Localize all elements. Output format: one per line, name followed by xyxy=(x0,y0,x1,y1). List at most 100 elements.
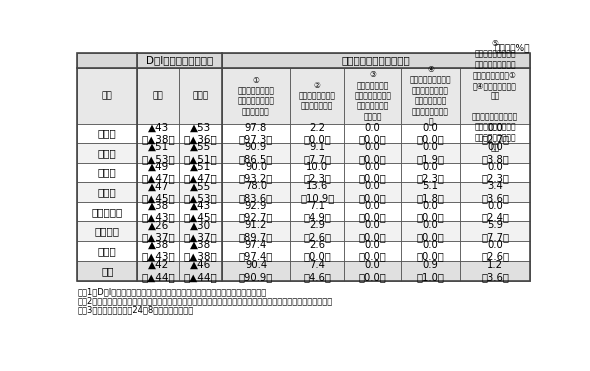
Bar xyxy=(290,202,344,221)
Text: 0.0
（0.0）: 0.0 （0.0） xyxy=(417,220,444,242)
Bar xyxy=(179,261,222,282)
Bar xyxy=(137,143,179,163)
Text: 92.9
（92.7）: 92.9 （92.7） xyxy=(239,201,273,223)
Text: 建設業: 建設業 xyxy=(98,187,117,197)
Text: ②
金融機関の融資態
度や融資条件等: ② 金融機関の融資態 度や融資条件等 xyxy=(299,81,336,111)
Bar xyxy=(222,221,290,241)
Text: ▲46
（▲44）: ▲46 （▲44） xyxy=(183,260,217,282)
Bar xyxy=(222,241,290,261)
Bar xyxy=(344,124,401,143)
Text: 0.0
（0.0）: 0.0 （0.0） xyxy=(359,142,386,164)
Text: 不動産業: 不動産業 xyxy=(95,226,120,236)
Text: 0.0
（0.0）: 0.0 （0.0） xyxy=(359,162,386,183)
Bar xyxy=(290,241,344,261)
Bar xyxy=(222,202,290,221)
Text: 0.0
（0.0）: 0.0 （0.0） xyxy=(417,123,444,144)
Bar xyxy=(222,53,530,68)
Bar xyxy=(222,183,290,202)
Bar xyxy=(179,221,222,241)
Text: ▲38
（▲43）: ▲38 （▲43） xyxy=(142,240,175,262)
Text: 5.1
（1.8）: 5.1 （1.8） xyxy=(417,181,444,203)
Text: 90.0
（93.2）: 90.0 （93.2） xyxy=(239,162,273,183)
Bar xyxy=(137,163,179,183)
Text: （注2）悪化の要因については、複数回答可としており、複数の回答の総計を分母とする割合として示している。: （注2）悪化の要因については、複数回答可としており、複数の回答の総計を分母とする… xyxy=(77,296,333,305)
Bar xyxy=(344,261,401,282)
Text: 卸売業: 卸売業 xyxy=(98,168,117,178)
Bar xyxy=(222,163,290,183)
Text: 3.4
（3.6）: 3.4 （3.6） xyxy=(481,181,509,203)
Bar xyxy=(137,183,179,202)
Text: 0.0
（0.0）: 0.0 （0.0） xyxy=(359,220,386,242)
Bar xyxy=(179,143,222,163)
Bar xyxy=(344,68,401,124)
Text: 0.0
（1.9）: 0.0 （1.9） xyxy=(417,142,445,164)
Text: 0.0
（0.0）: 0.0 （0.0） xyxy=(359,260,386,282)
Text: ▲55
（▲53）: ▲55 （▲53） xyxy=(183,181,217,203)
Bar xyxy=(290,221,344,241)
Text: 現状: 現状 xyxy=(153,91,163,100)
Bar xyxy=(344,183,401,202)
Bar xyxy=(460,143,530,163)
Text: 0.0
（0.0）: 0.0 （0.0） xyxy=(359,181,386,203)
Bar xyxy=(222,143,290,163)
Text: 0.0
（0.0）: 0.0 （0.0） xyxy=(417,240,444,262)
Text: 97.8
（97.3）: 97.8 （97.3） xyxy=(239,123,273,144)
Text: サービス業: サービス業 xyxy=(91,207,123,217)
Text: 90.9
（86.5）: 90.9 （86.5） xyxy=(239,142,273,164)
Bar xyxy=(222,68,290,124)
Text: ▲43
（▲38）: ▲43 （▲38） xyxy=(142,123,175,144)
Text: 7.4
（4.6）: 7.4 （4.6） xyxy=(303,260,331,282)
Bar xyxy=(401,241,460,261)
Text: 0.0
（0.0）: 0.0 （0.0） xyxy=(359,240,386,262)
Text: 先行き: 先行き xyxy=(192,91,209,100)
Bar xyxy=(179,68,222,124)
Text: ▲42
（▲44）: ▲42 （▲44） xyxy=(142,260,175,282)
Text: （単位：%）: （単位：%） xyxy=(494,43,530,52)
Bar xyxy=(222,124,290,143)
Text: ▲53
（▲36）: ▲53 （▲36） xyxy=(183,123,217,144)
Text: ▲38
（▲38）: ▲38 （▲38） xyxy=(183,240,217,262)
Text: 78.0
（83.6）: 78.0 （83.6） xyxy=(239,181,273,203)
Text: （注3）表中の括弧書は24年8月時点の調査結果: （注3）表中の括弧書は24年8月時点の調査結果 xyxy=(77,305,194,315)
Text: ▲51
（▲47）: ▲51 （▲47） xyxy=(183,162,217,183)
Bar xyxy=(77,68,137,124)
Bar xyxy=(460,68,530,124)
Bar xyxy=(344,241,401,261)
Bar xyxy=(137,221,179,241)
Bar xyxy=(179,124,222,143)
Bar xyxy=(77,53,222,68)
Bar xyxy=(401,221,460,241)
Text: ▲26
（▲37）: ▲26 （▲37） xyxy=(142,220,175,242)
Text: 0.0
（3.8）: 0.0 （3.8） xyxy=(481,142,509,164)
Bar xyxy=(179,241,222,261)
Text: 0.0
（0.0）: 0.0 （0.0） xyxy=(417,201,444,223)
Bar xyxy=(77,202,137,221)
Bar xyxy=(460,241,530,261)
Text: 1.2
（3.6）: 1.2 （3.6） xyxy=(481,260,509,282)
Bar xyxy=(77,241,137,261)
Text: 0.9
（1.0）: 0.9 （1.0） xyxy=(417,260,444,282)
Bar xyxy=(137,124,179,143)
Bar xyxy=(137,241,179,261)
Text: 0.0
（0.0）: 0.0 （0.0） xyxy=(359,201,386,223)
Bar xyxy=(137,68,179,124)
Text: ▲51
（▲53）: ▲51 （▲53） xyxy=(142,142,175,164)
Bar xyxy=(460,261,530,282)
Text: 5.9
（7.7）: 5.9 （7.7） xyxy=(481,220,509,242)
Text: ④
セーフティネット貸
付・保証等、信用
保証協会や政府
系金融機関等の対
応: ④ セーフティネット貸 付・保証等、信用 保証協会や政府 系金融機関等の対 応 xyxy=(410,65,451,126)
Text: ▲30
（▲37）: ▲30 （▲37） xyxy=(183,220,217,242)
Bar xyxy=(344,221,401,241)
Text: （注1）D．I．＝「良い」と回答した先数構成比－「悪い」と回答した先数構成比: （注1）D．I．＝「良い」と回答した先数構成比－「悪い」と回答した先数構成比 xyxy=(77,287,267,296)
Text: ③
改正貸金業法施
行の影響等、ノン
バンクの融資態
度・動向: ③ 改正貸金業法施 行の影響等、ノン バンクの融資態 度・動向 xyxy=(354,70,391,121)
Text: 0.0
（2.4）: 0.0 （2.4） xyxy=(481,201,509,223)
Text: ▲38
（▲43）: ▲38 （▲43） xyxy=(142,201,175,223)
Bar xyxy=(460,202,530,221)
Text: 0.0
（2.3）: 0.0 （2.3） xyxy=(481,162,509,183)
Text: ▲47
（▲45）: ▲47 （▲45） xyxy=(142,181,175,203)
Text: ▲55
（▲51）: ▲55 （▲51） xyxy=(183,142,217,164)
Text: 13.6
（10.9）: 13.6 （10.9） xyxy=(300,181,335,203)
Bar xyxy=(460,124,530,143)
Bar xyxy=(401,202,460,221)
Bar xyxy=(460,183,530,202)
Text: 10.0
（2.3）: 10.0 （2.3） xyxy=(303,162,331,183)
